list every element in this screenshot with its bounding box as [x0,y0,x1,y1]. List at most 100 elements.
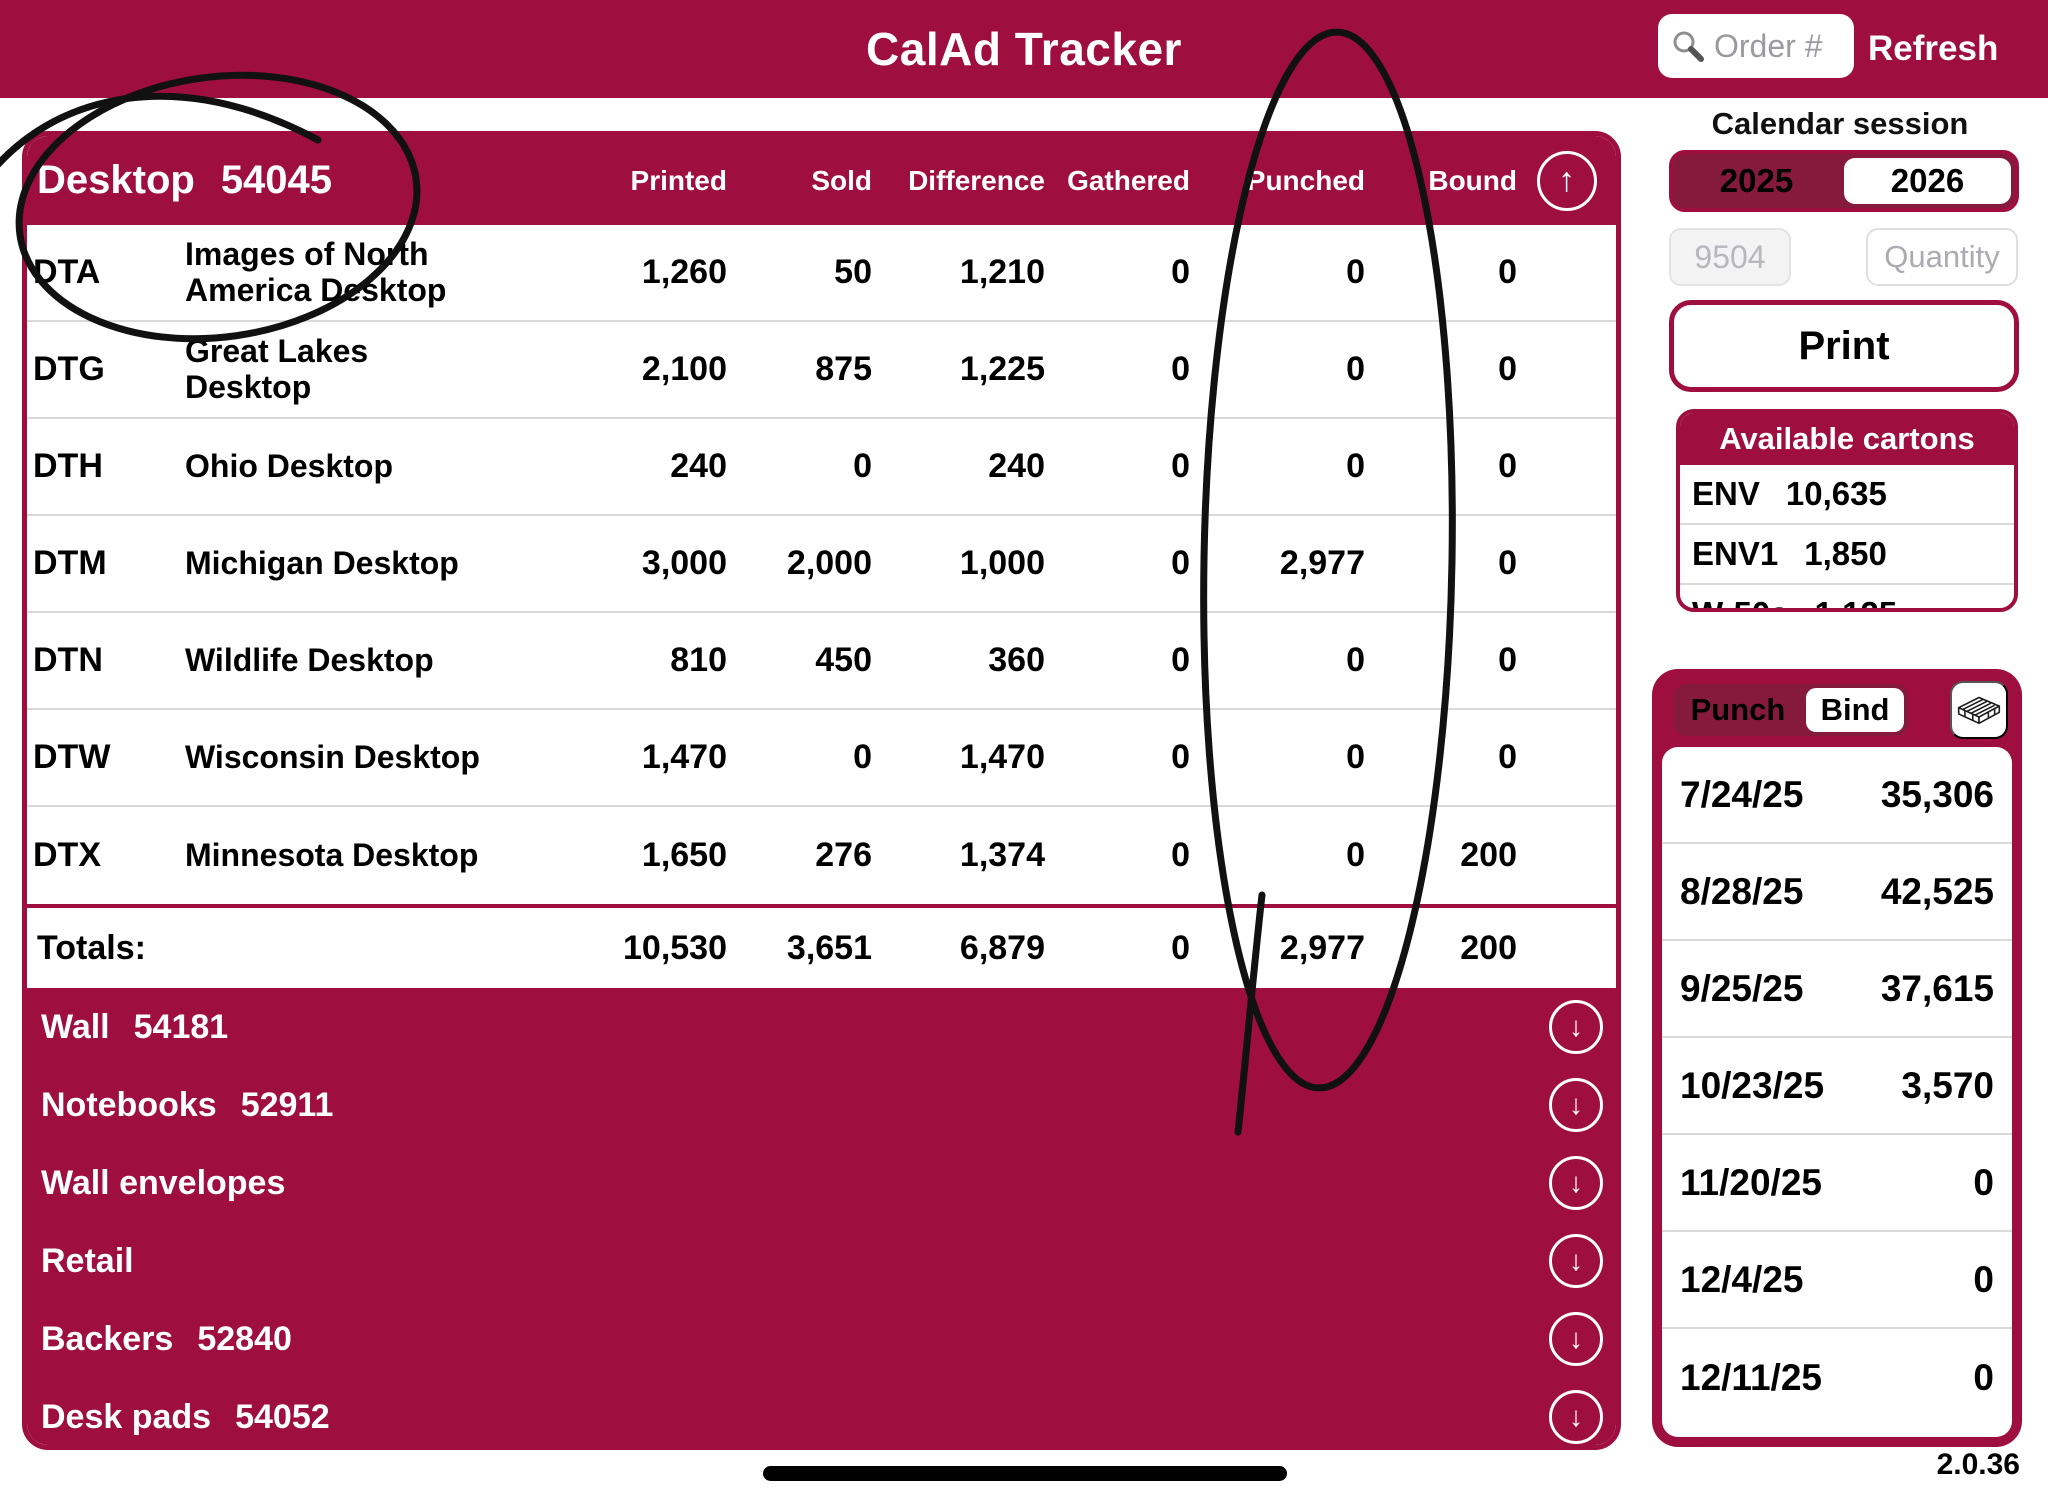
punch-bind-panel: Punch Bind [1652,669,2022,1447]
totals-punched: 2,977 [1279,928,1365,967]
punch-date: 11/20/25 [1680,1161,1822,1203]
order-search-field[interactable]: Order # [1658,14,1854,78]
sold-value: 276 [815,836,872,874]
available-cartons-panel: Available cartons ENV 10,635 ENV1 1,850 … [1676,409,2018,612]
category-row-retail[interactable]: Retail ↓ [27,1222,1616,1300]
punch-date: 12/4/25 [1680,1258,1804,1300]
punch-date-row[interactable]: 12/4/25 0 [1662,1232,2012,1329]
carton-code: W-50s [1692,595,1789,608]
up-arrow-icon: ↑ [1558,161,1575,199]
punched-value: 0 [1346,350,1365,388]
order-number-field[interactable]: 9504 [1669,228,1791,286]
punch-bind-header: Punch Bind [1662,679,2012,741]
session-segmented-control: 2025 2026 [1669,150,2019,212]
category-row-desk-pads[interactable]: Desk pads 54052 ↓ [27,1378,1616,1445]
difference-value: 360 [988,641,1045,679]
expand-section-button[interactable]: ↓ [1549,1000,1603,1054]
totals-label: Totals: [37,928,146,967]
expand-section-button[interactable]: ↓ [1549,1078,1603,1132]
tab-bind[interactable]: Bind [1806,688,1904,732]
category-number: 54181 [133,1007,229,1046]
product-code: DTA [33,253,101,291]
quantity-field[interactable]: Quantity [1866,228,2018,286]
section-title[interactable]: Desktop 54045 [27,158,497,203]
product-name: Minnesota Desktop [185,836,479,873]
totals-gathered: 0 [1171,928,1190,967]
expand-section-button[interactable]: ↓ [1549,1156,1603,1210]
product-code: DTN [33,641,103,679]
product-code: DTG [33,350,105,388]
punch-date-row[interactable]: 11/20/25 0 [1662,1135,2012,1232]
punch-date: 7/24/25 [1680,773,1804,815]
difference-value: 1,000 [959,544,1045,582]
print-button[interactable]: Print [1669,300,2019,392]
punch-date-row[interactable]: 10/23/25 3,570 [1662,1038,2012,1135]
expand-section-button[interactable]: ↓ [1549,1312,1603,1366]
punch-qty: 37,615 [1880,967,1994,1009]
category-row-wall[interactable]: Wall 54181 ↓ [27,988,1616,1066]
expand-section-button[interactable]: ↓ [1549,1234,1603,1288]
gathered-value: 0 [1171,544,1190,582]
column-header-difference: Difference [908,164,1045,196]
table-row[interactable]: DTN Wildlife Desktop 810 450 360 0 0 0 [27,613,1616,710]
down-arrow-icon: ↓ [1569,1011,1583,1042]
product-code: DTH [33,447,103,485]
sold-value: 0 [853,738,872,776]
punch-qty: 3,570 [1901,1064,1994,1106]
totals-sold: 3,651 [786,928,872,967]
category-row-backers[interactable]: Backers 52840 ↓ [27,1300,1616,1378]
punch-date-row[interactable]: 8/28/25 42,525 [1662,844,2012,941]
carton-row-env: ENV 10,635 [1680,465,2014,525]
gathered-value: 0 [1171,641,1190,679]
collapse-section-button[interactable]: ↑ [1536,150,1597,211]
product-code: DTM [33,544,107,582]
category-label: Wall [41,1007,110,1046]
punch-qty: 0 [1973,1258,1994,1300]
bound-value: 0 [1498,544,1517,582]
table-row[interactable]: DTG Great Lakes Desktop 2,100 875 1,225 … [27,322,1616,419]
category-number: 52840 [197,1319,292,1358]
home-indicator[interactable] [763,1466,1287,1481]
refresh-button[interactable]: Refresh [1868,29,1999,68]
app-version: 2.0.36 [1936,1448,2020,1481]
order-search-placeholder: Order # [1714,27,1823,64]
category-row-wall-envelopes[interactable]: Wall envelopes ↓ [27,1144,1616,1222]
carton-qty: 1,850 [1804,535,1887,572]
bound-value: 0 [1498,641,1517,679]
carton-row-w50s: W-50s 1,125 [1680,585,2014,608]
table-row[interactable]: DTA Images of North America Desktop 1,26… [27,225,1616,322]
carton-code: ENV1 [1692,535,1779,572]
printed-value: 810 [670,641,727,679]
punch-date-row[interactable]: 12/11/25 0 [1662,1329,2012,1426]
session-option-2026[interactable]: 2026 [1844,158,2011,204]
sold-value: 450 [815,641,872,679]
tab-punch[interactable]: Punch [1690,692,1786,727]
table-row[interactable]: DTH Ohio Desktop 240 0 240 0 0 0 [27,419,1616,516]
table-row[interactable]: DTX Minnesota Desktop 1,650 276 1,374 0 … [27,807,1616,904]
difference-value: 1,470 [959,738,1045,776]
category-row-notebooks[interactable]: Notebooks 52911 ↓ [27,1066,1616,1144]
difference-value: 1,225 [959,350,1045,388]
product-code: DTX [33,836,101,874]
bound-value: 0 [1498,253,1517,291]
down-arrow-icon: ↓ [1569,1167,1583,1198]
category-number: 52911 [240,1085,334,1124]
punch-bind-segmented-control: Punch Bind [1674,684,1908,736]
carton-code: ENV [1692,475,1760,512]
expand-section-button[interactable]: ↓ [1549,1390,1603,1444]
table-row[interactable]: DTW Wisconsin Desktop 1,470 0 1,470 0 0 … [27,710,1616,807]
category-label: Retail [41,1241,134,1280]
table-row[interactable]: DTM Michigan Desktop 3,000 2,000 1,000 0… [27,516,1616,613]
gathered-value: 0 [1171,350,1190,388]
column-header-punched: Punched [1246,164,1365,196]
difference-value: 240 [988,447,1045,485]
punched-value: 0 [1346,836,1365,874]
product-name: Michigan Desktop [185,544,459,581]
pallet-button[interactable] [1950,681,2008,739]
punch-date-row[interactable]: 9/25/25 37,615 [1662,941,2012,1038]
carton-row-env1: ENV1 1,850 [1680,525,2014,585]
punched-value: 0 [1346,641,1365,679]
punch-date-row[interactable]: 7/24/25 35,306 [1662,747,2012,844]
session-option-2025[interactable]: 2025 [1719,162,1794,199]
